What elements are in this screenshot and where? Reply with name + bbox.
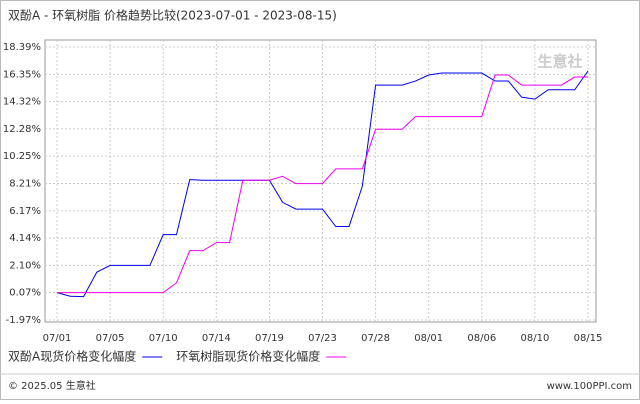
y-tick-label: 10.25% bbox=[3, 151, 41, 162]
series-line bbox=[56, 70, 589, 298]
y-tick-label: 18.39% bbox=[3, 42, 41, 53]
x-tick-label: 07/14 bbox=[202, 333, 231, 344]
x-tick-label: 07/01 bbox=[43, 333, 72, 344]
x-tick-label: 07/05 bbox=[96, 333, 125, 344]
chart-title: 双酚A - 环氧树脂 价格趋势比较(2023-07-01 - 2023-08-1… bbox=[8, 8, 337, 23]
y-tick-label: 0.07% bbox=[9, 288, 41, 299]
y-tick-label: -1.97% bbox=[6, 315, 41, 326]
x-tick-label: 08/10 bbox=[520, 333, 549, 344]
y-tick-label: 4.14% bbox=[9, 233, 41, 244]
watermark: 生意社 bbox=[537, 53, 582, 71]
y-tick-label: 14.32% bbox=[3, 97, 41, 108]
legend-label: 双酚A现货价格变化幅度 bbox=[8, 349, 136, 364]
plot-area bbox=[44, 39, 597, 323]
series-line bbox=[57, 74, 588, 294]
x-tick-label: 07/19 bbox=[255, 333, 284, 344]
y-tick-label: 12.28% bbox=[3, 124, 41, 135]
x-tick-label: 07/23 bbox=[308, 333, 337, 344]
footer-right: www.100PPI.com bbox=[547, 381, 632, 392]
x-tick-label: 08/01 bbox=[414, 333, 443, 344]
y-tick-label: 16.35% bbox=[3, 69, 41, 80]
legend-label: 环氧树脂现货价格变化幅度 bbox=[176, 349, 320, 364]
y-tick-label: 6.17% bbox=[9, 206, 41, 217]
x-tick-label: 08/06 bbox=[467, 333, 496, 344]
y-tick-label: 2.10% bbox=[9, 260, 41, 271]
footer-left: © 2025.05 生意社 bbox=[8, 379, 96, 392]
x-tick-label: 07/28 bbox=[361, 333, 390, 344]
y-tick-label: 8.21% bbox=[9, 179, 41, 190]
x-tick-label: 08/15 bbox=[574, 333, 603, 344]
x-tick-label: 07/10 bbox=[149, 333, 178, 344]
